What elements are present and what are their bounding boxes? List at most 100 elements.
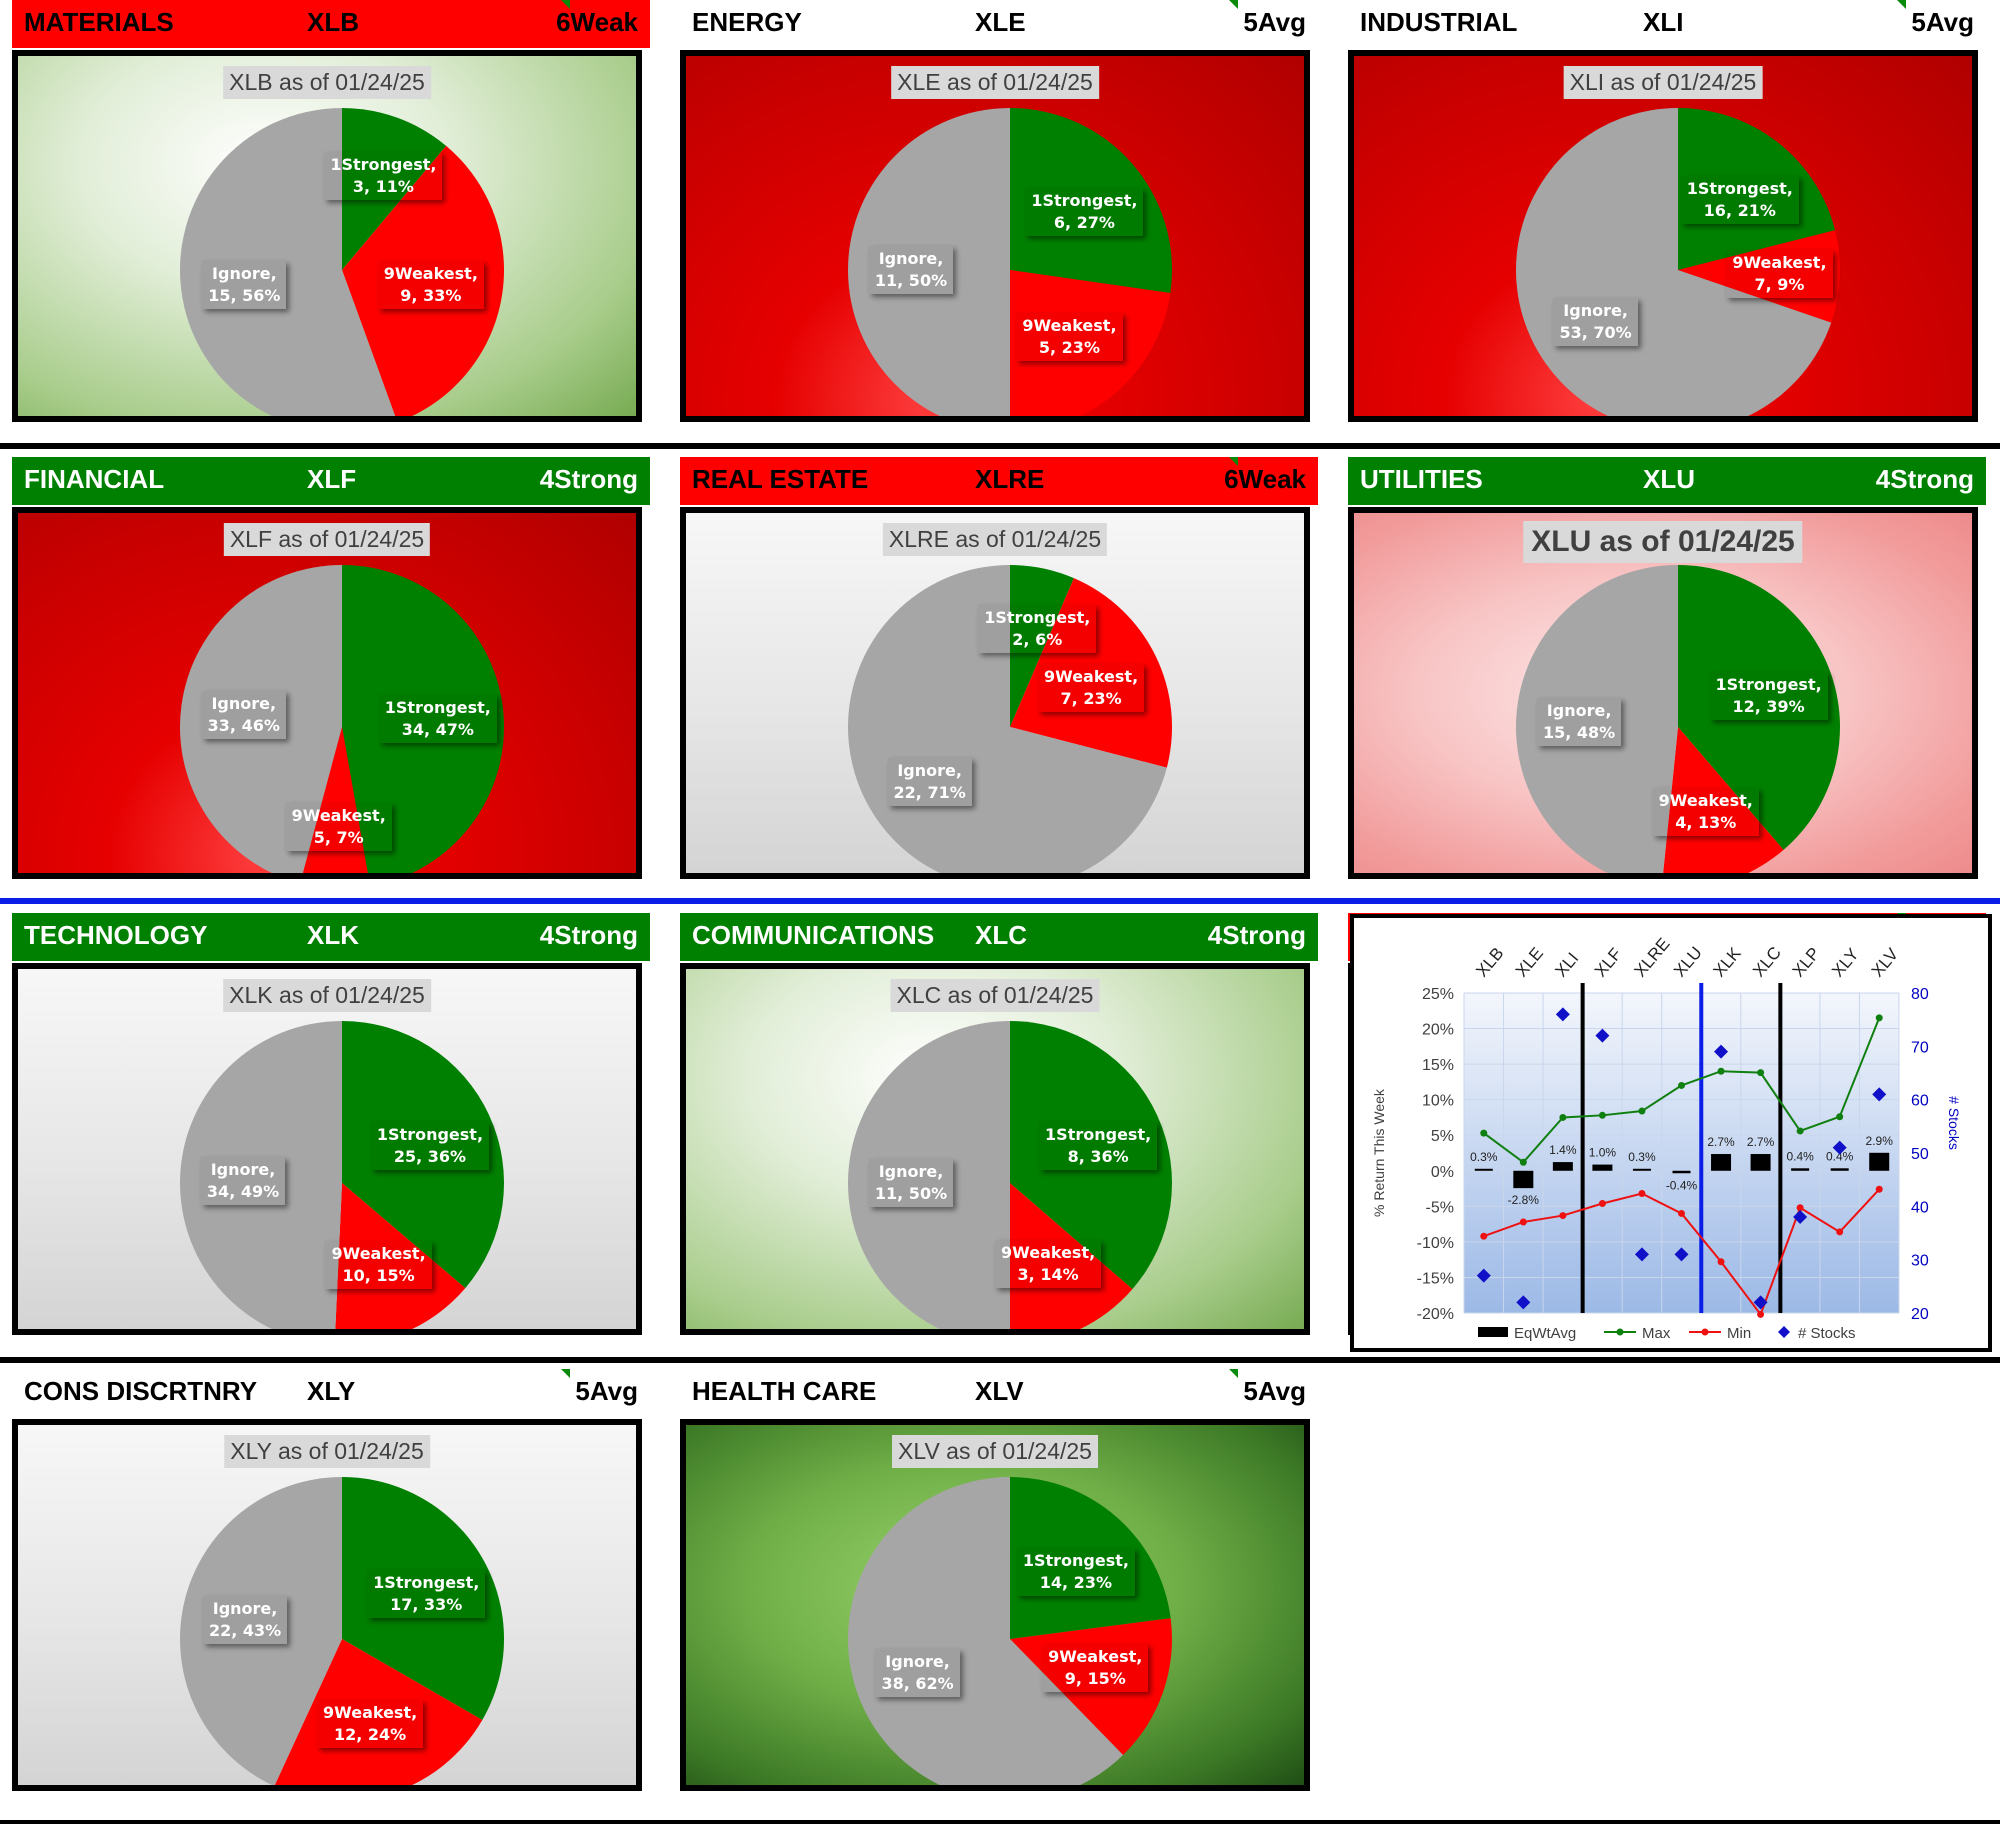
eqwtavg-label: 1.4% [1549, 1143, 1577, 1157]
slice-label-name: Ignore, [878, 1162, 944, 1181]
stocks-diamond [1714, 1044, 1729, 1059]
sector-header-xlre: REAL ESTATE XLRE 6Weak [680, 457, 1318, 505]
y-tick-label: -5% [1426, 1199, 1454, 1216]
slice-label-value: 11, 50% [874, 271, 948, 290]
eqwtavg-label: 2.9% [1866, 1134, 1894, 1148]
slice-label-weakest: 9Weakest, 5, 7% [285, 803, 392, 852]
slice-label-value: 22, 71% [893, 782, 966, 802]
slice-label-name: 1Strongest, [384, 698, 491, 718]
slice-label-name: 9Weakest, [331, 1243, 426, 1263]
slice-label-ignore: Ignore, 15, 48% [1537, 698, 1622, 747]
series-point-max [1559, 1113, 1567, 1121]
pie-chart-svg [180, 1021, 504, 1329]
slice-label-value: 6, 27% [1053, 212, 1115, 232]
pie-chart-svg [180, 108, 504, 416]
sector-sector: HEALTH CARE [692, 1376, 877, 1406]
eqwtavg-label: 0.3% [1628, 1150, 1656, 1164]
slice-label-strongest: 1Strongest, 34, 47% [378, 695, 497, 744]
slice-label-value: 3, 11% [352, 176, 414, 196]
pie-chart-svg [179, 565, 504, 873]
slice-label-weakest: 9Weakest, 5, 23% [1016, 313, 1123, 362]
slice-label-weakest: 9Weakest, 9, 15% [1042, 1644, 1149, 1693]
eqwtavg-marker [1672, 1170, 1691, 1174]
eqwtavg-label: 0.3% [1470, 1150, 1498, 1164]
slice-label-strongest: 1Strongest, 8, 36% [1039, 1121, 1158, 1170]
y-tick-label: -15% [1417, 1270, 1454, 1287]
slice-label-ignore: Ignore, 22, 71% [887, 757, 972, 806]
slice-label-name: Ignore, [897, 760, 962, 780]
slice-label-value: 22, 43% [208, 1620, 282, 1640]
legend-min-marker [1701, 1328, 1709, 1336]
slice-label-value: 3, 14% [1017, 1265, 1079, 1285]
row-separator-4 [0, 1820, 2000, 1824]
pie-slice-weakest [342, 145, 504, 416]
sector-sector: MATERIALS [24, 7, 174, 37]
pie-panel-xlc: XLC as of 01/24/25 1Strongest, 8, 36% 9Weak… [680, 963, 1310, 1335]
x-category-label: XLY [1828, 945, 1862, 981]
series-point-min [1796, 1204, 1804, 1212]
y-tick-label: 5% [1431, 1128, 1454, 1145]
comment-flag-icon [561, 0, 570, 9]
x-category-label: XLF [1591, 944, 1626, 980]
stocks-diamond [1595, 1028, 1610, 1043]
slice-label-weakest: 9Weakest, 10, 15% [325, 1240, 432, 1289]
pie-chart-svg [1516, 565, 1840, 873]
pie-slice-strongest [1678, 108, 1836, 270]
y-tick-label: 15% [1422, 1057, 1454, 1074]
pie-slice-ignore [848, 1477, 1124, 1785]
x-category-label: XLI [1551, 949, 1582, 981]
slice-label-value: 25, 36% [393, 1146, 467, 1166]
sector-rating: 4Strong [539, 920, 638, 950]
legend-max-label: Max [1642, 1325, 1671, 1342]
slice-label-weakest: 9Weakest, 3, 14% [995, 1240, 1102, 1289]
x-category-label: XLE [1512, 944, 1547, 981]
eqwtavg-label: -2.8% [1508, 1193, 1540, 1207]
slice-label-name: 9Weakest, [323, 1702, 418, 1722]
sector-ticker: XLI [1643, 7, 1684, 37]
slice-label-name: 9Weakest, [1658, 791, 1753, 810]
sector-header-xly: CONS DISCRTNRY XLY 5Avg [12, 1369, 650, 1417]
legend-eqwtavg-icon [1478, 1327, 1508, 1337]
slice-label-value: 10, 15% [342, 1265, 415, 1285]
series-point-min [1598, 1199, 1606, 1207]
stocks-diamond [1555, 1007, 1570, 1022]
sector-sector: TECHNOLOGY [24, 920, 208, 950]
sector-sector: CONS DISCRTNRY [24, 1376, 258, 1406]
x-category-label: XLK [1710, 943, 1746, 980]
sector-sector: UTILITIES [1360, 464, 1483, 494]
pie-slice-weakest [302, 727, 368, 873]
slice-label-value: 5, 23% [1038, 338, 1100, 358]
stocks-diamond [1832, 1140, 1847, 1155]
slice-label-name: Ignore, [1563, 300, 1628, 320]
slice-label-value: 7, 23% [1060, 688, 1122, 708]
series-point-max [1717, 1067, 1725, 1075]
pie-panel-xli: XLI as of 01/24/25 1Strongest, 16, 21% 9Wea… [1348, 50, 1978, 422]
pie-panel-xle: XLE as of 01/24/25 1Strongest, 6, 27% 9Weak… [680, 50, 1310, 422]
stocks-diamond [1674, 1247, 1689, 1262]
pie-slice-strongest [1010, 108, 1172, 294]
sector-rating: 6Weak [1224, 464, 1306, 494]
series-point-max [1519, 1158, 1527, 1166]
pie-slice-strongest [342, 1477, 504, 1720]
pie-slice-weakest [1663, 727, 1784, 873]
series-point-max [1836, 1113, 1844, 1121]
slice-label-weakest: 9Weakest, 7, 9% [1726, 250, 1833, 299]
pie-slice-weakest [1010, 1618, 1172, 1756]
pie-slice-strongest [1010, 1021, 1172, 1290]
pie-slice-weakest [1010, 1183, 1133, 1329]
slice-label-name: 1Strongest, [373, 1573, 480, 1593]
pie-slice-ignore [848, 1021, 1010, 1329]
series-point-max [1480, 1129, 1488, 1137]
stocks-diamond [1634, 1247, 1649, 1262]
slice-label-ignore: Ignore, 38, 62% [875, 1648, 960, 1697]
row-separator-1 [0, 443, 2000, 449]
x-category-label: XLP [1789, 944, 1824, 981]
y-tick-label: 20% [1422, 1022, 1454, 1039]
series-point-min [1717, 1258, 1725, 1266]
pie-slice-weakest [1010, 270, 1171, 416]
sector-rating: 4Strong [539, 464, 638, 494]
slice-label-weakest: 9Weakest, 9, 33% [377, 261, 484, 310]
pie-panel-xlb: XLB as of 01/24/25 1Strongest, 3, 11% 9Weak… [12, 50, 642, 422]
slice-label-value: 14, 23% [1039, 1573, 1112, 1593]
sector-ticker: XLF [307, 464, 357, 494]
